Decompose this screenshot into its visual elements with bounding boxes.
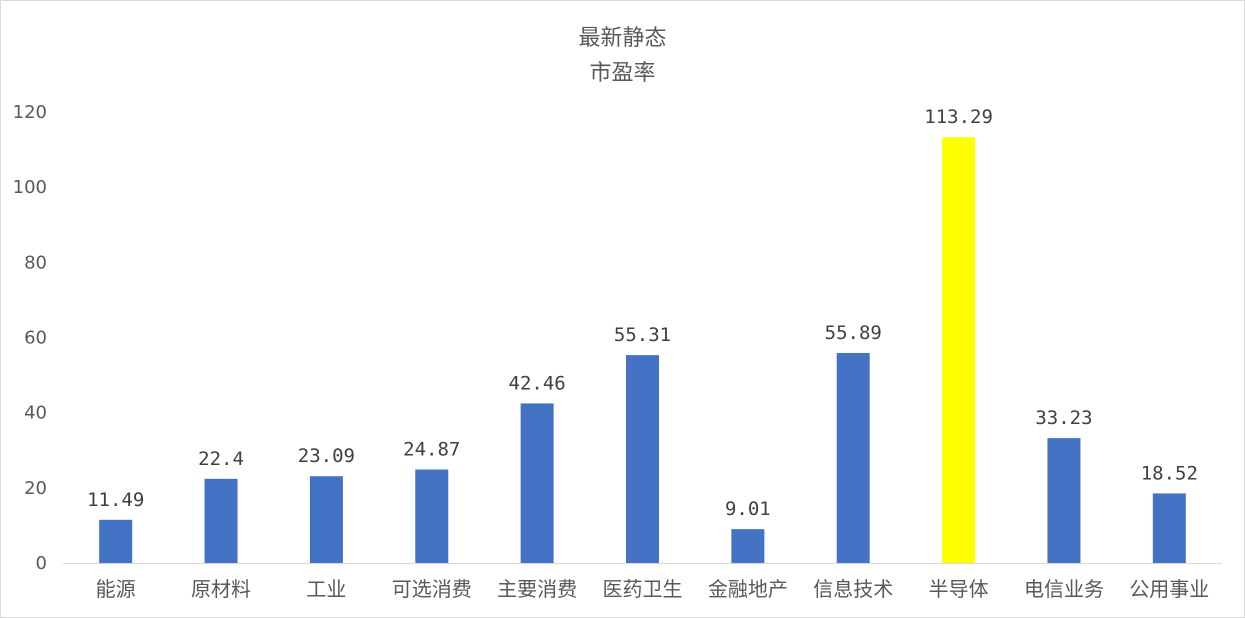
data-label: 24.87 — [403, 439, 460, 461]
chart-title-line-1: 最新静态 — [578, 26, 667, 51]
bar — [204, 478, 238, 563]
y-tick-label: 80 — [24, 252, 47, 273]
category-label: 主要消费 — [497, 577, 577, 601]
category-label: 金融地产 — [708, 577, 788, 601]
data-label: 18.52 — [1141, 462, 1198, 484]
bar — [1047, 438, 1081, 563]
bar — [309, 476, 343, 563]
data-label: 23.09 — [298, 445, 355, 467]
bar — [415, 469, 449, 563]
y-axis-ticks: 0 20 40 60 80 100 120 — [13, 102, 47, 574]
bar — [99, 519, 133, 563]
data-label: 113.29 — [924, 106, 993, 128]
category-label: 原材料 — [191, 577, 251, 601]
category-label: 工业 — [306, 577, 346, 601]
category-label: 半导体 — [929, 577, 989, 601]
data-label: 42.46 — [509, 372, 566, 394]
bar — [731, 529, 765, 563]
data-label: 33.23 — [1035, 407, 1092, 429]
bars — [99, 137, 1186, 563]
bar — [520, 403, 554, 563]
y-tick-label: 40 — [24, 403, 47, 424]
category-label: 电信业务 — [1024, 577, 1104, 601]
y-tick-label: 0 — [36, 553, 47, 574]
y-tick-label: 60 — [24, 328, 47, 349]
bar — [626, 355, 659, 563]
bar — [1152, 493, 1186, 563]
data-labels: 11.49 22.4 23.09 24.87 42.46 55.31 9.01 55.89 11… — [87, 106, 1198, 520]
y-tick-label: 100 — [13, 177, 47, 198]
data-label: 55.31 — [614, 324, 671, 346]
data-label: 22.4 — [198, 448, 244, 470]
category-label: 能源 — [96, 577, 136, 601]
category-label: 可选消费 — [392, 577, 472, 601]
category-labels: 能源 原材料 工业 可选消费 主要消费 医药卫生 金融地产 信息技术 半导体 电信业务 公用事业 — [96, 577, 1210, 601]
data-label: 9.01 — [725, 498, 771, 520]
category-label: 信息技术 — [813, 577, 893, 601]
y-tick-label: 120 — [13, 102, 47, 123]
y-tick-label: 20 — [24, 478, 47, 499]
bar — [836, 352, 870, 563]
category-label: 公用事业 — [1129, 577, 1209, 601]
data-label: 55.89 — [825, 322, 882, 344]
data-label: 11.49 — [87, 489, 144, 511]
bar — [942, 137, 976, 563]
chart-title-line-2: 市盈率 — [589, 61, 656, 86]
category-label: 医药卫生 — [603, 577, 683, 601]
